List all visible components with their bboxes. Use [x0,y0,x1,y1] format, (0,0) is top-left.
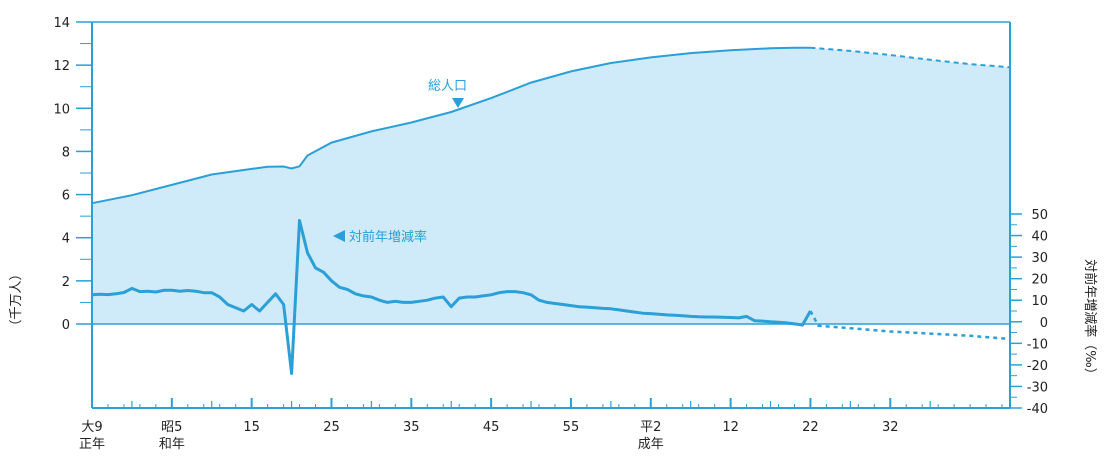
annotations-group: 総人口 対前年増減率 [333,79,467,245]
left-tick-label: 10 [53,102,70,117]
x-tick-label: 25 [323,420,340,435]
growth-rate-projection-line [809,310,1011,341]
population-annotation-label: 総人口 [428,79,467,94]
left-tick-label: 14 [53,16,70,31]
left-tick-label: 8 [62,145,70,160]
x-tick-sublabel: 和年 [159,437,185,452]
growth-rate-line [91,219,812,375]
population-line [91,46,811,205]
right-tick-label: 50 [1031,208,1048,223]
x-tick-label: 32 [882,420,899,435]
population-annotation-arrow-icon [452,98,464,108]
x-tick-label: 12 [722,420,739,435]
right-tick-label: 10 [1031,294,1048,309]
right-tick-label: -10 [1027,337,1048,352]
x-tick-label: 55 [563,420,580,435]
x-tick-label: 昭5 [161,420,182,435]
left-tick-label: 2 [62,275,70,290]
right-axis-title: 対前年増減率（‰） [1082,259,1098,380]
left-tick-label: 4 [62,232,70,247]
plot-area-group [91,46,1011,375]
left-tick-label: 12 [53,59,70,74]
growth-rate-annotation-label: 対前年増減率 [349,229,427,245]
right-tick-label: -20 [1027,359,1048,374]
x-tick-sublabel: 正年 [79,437,105,452]
left-tick-label: 6 [62,189,70,204]
x-tick-label: 平2 [640,420,661,435]
x-tick-label: 22 [802,420,819,435]
x-tick-label: 45 [483,420,500,435]
x-tick-label: 大9 [81,420,102,435]
x-axis-minor-ticks [91,401,1011,408]
right-tick-label: 30 [1031,251,1048,266]
x-axis-ticks: 大9 正年 昭5 和年 15 25 35 45 55 平2 成年 12 22 32 [79,398,899,452]
right-tick-label: 0 [1040,316,1048,331]
population-area-fill [92,47,1010,324]
right-tick-label: 20 [1031,273,1048,288]
left-axis-ticks: 0 2 4 6 8 10 12 14 [53,16,92,333]
population-projection-line [810,46,1011,69]
right-axis-ticks: 50 40 30 20 10 0 -10 -20 -30 -40 [1010,208,1048,417]
left-axis-title: （千万人） [9,267,24,332]
x-tick-label: 15 [243,420,260,435]
left-tick-label: 0 [62,318,70,333]
x-tick-sublabel: 成年 [638,437,664,452]
axis-titles-group: （千万人） 対前年増減率（‰） [9,259,1098,380]
x-tick-label: 35 [403,420,420,435]
growth-rate-annotation-arrow-icon [333,230,345,242]
right-tick-label: -30 [1027,380,1048,395]
axes-group: 0 2 4 6 8 10 12 14 50 40 30 20 10 0 -10 -20 -30 -40 大9 正年… [53,16,1048,452]
right-tick-label: -40 [1027,402,1048,417]
right-tick-label: 40 [1031,230,1048,245]
